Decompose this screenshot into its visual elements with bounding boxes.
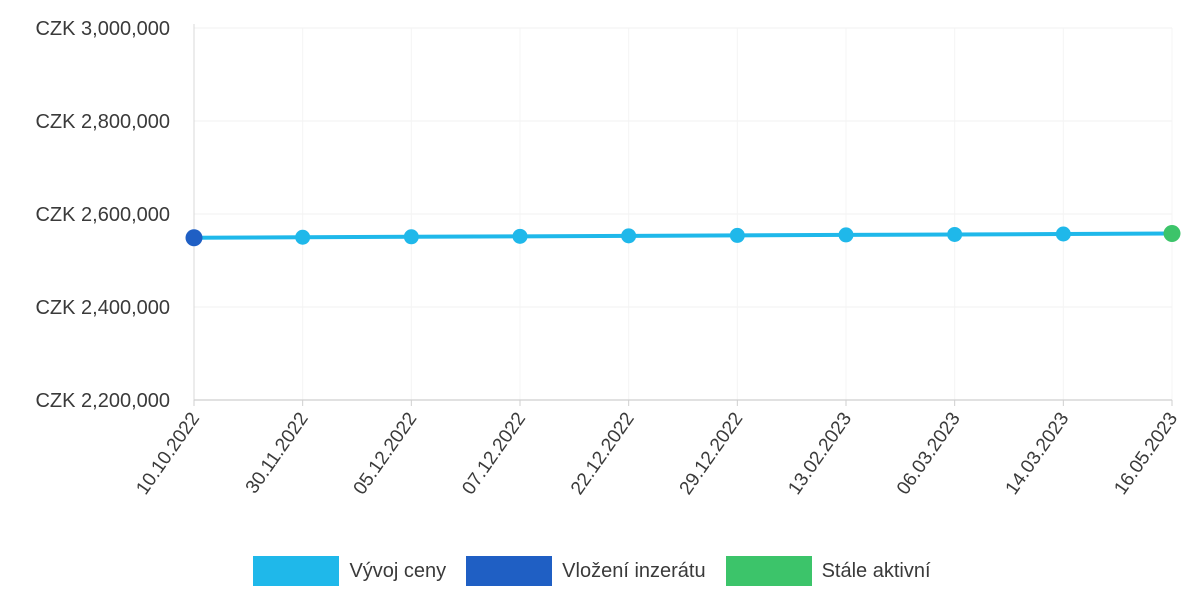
legend-label: Vývoj ceny xyxy=(349,559,447,582)
marker-point xyxy=(185,229,203,247)
x-tick-label: 16.05.2023 xyxy=(1110,409,1182,499)
x-tick-label: 05.12.2022 xyxy=(350,409,422,499)
data-points-layer xyxy=(185,225,1181,247)
data-point xyxy=(621,228,637,244)
legend-label: Stále aktivní xyxy=(821,559,931,582)
axis-layer xyxy=(193,24,1173,406)
y-tick-label: CZK 2,800,000 xyxy=(35,111,170,133)
y-tick-label: CZK 3,000,000 xyxy=(35,18,170,40)
data-point xyxy=(838,227,854,243)
y-tick-label: CZK 2,600,000 xyxy=(35,204,170,226)
data-point xyxy=(403,229,419,245)
legend-swatch xyxy=(253,556,340,586)
data-point xyxy=(295,229,311,245)
chart-legend: Vývoj ceny Vložení inzerátu Stále aktivn… xyxy=(0,556,1190,586)
y-tick-label: CZK 2,200,000 xyxy=(35,390,170,412)
y-tick-label: CZK 2,400,000 xyxy=(35,297,170,319)
legend-item-listing-posted[interactable]: Vložení inzerátu xyxy=(466,556,706,586)
legend-item-still-active[interactable]: Stále aktivní xyxy=(725,556,931,586)
series-line-layer xyxy=(193,231,1173,240)
x-tick-label: 07.12.2022 xyxy=(458,409,530,499)
legend-swatch xyxy=(725,556,812,586)
data-point xyxy=(947,226,963,242)
x-tick-label: 06.03.2023 xyxy=(893,409,965,499)
data-point xyxy=(1055,226,1071,242)
grid-layer xyxy=(193,27,1173,401)
x-tick-label: 22.12.2022 xyxy=(567,409,639,499)
x-tick-label: 30.11.2022 xyxy=(242,409,313,498)
legend-item-price-trend[interactable]: Vývoj ceny xyxy=(253,556,446,586)
x-tick-label: 13.02.2023 xyxy=(784,409,856,499)
y-tick-labels: CZK 3,000,000 CZK 2,800,000 CZK 2,600,000 C… xyxy=(35,18,170,412)
x-tick-labels: 10.10.2022 30.11.2022 05.12.2022 07.12.2022… xyxy=(132,409,1182,499)
series-line xyxy=(193,231,1173,240)
legend-label: Vložení inzerátu xyxy=(562,559,706,582)
x-tick-label: 29.12.2022 xyxy=(676,409,748,499)
legend-swatch xyxy=(466,556,553,586)
data-point xyxy=(512,228,528,244)
data-point xyxy=(729,227,745,243)
chart-canvas: CZK 3,000,000 CZK 2,800,000 CZK 2,600,000 C… xyxy=(35,18,1182,499)
x-tick-label: 14.03.2023 xyxy=(1002,409,1074,499)
x-tick-label: 10.10.2022 xyxy=(132,409,204,499)
marker-point xyxy=(1163,225,1181,243)
